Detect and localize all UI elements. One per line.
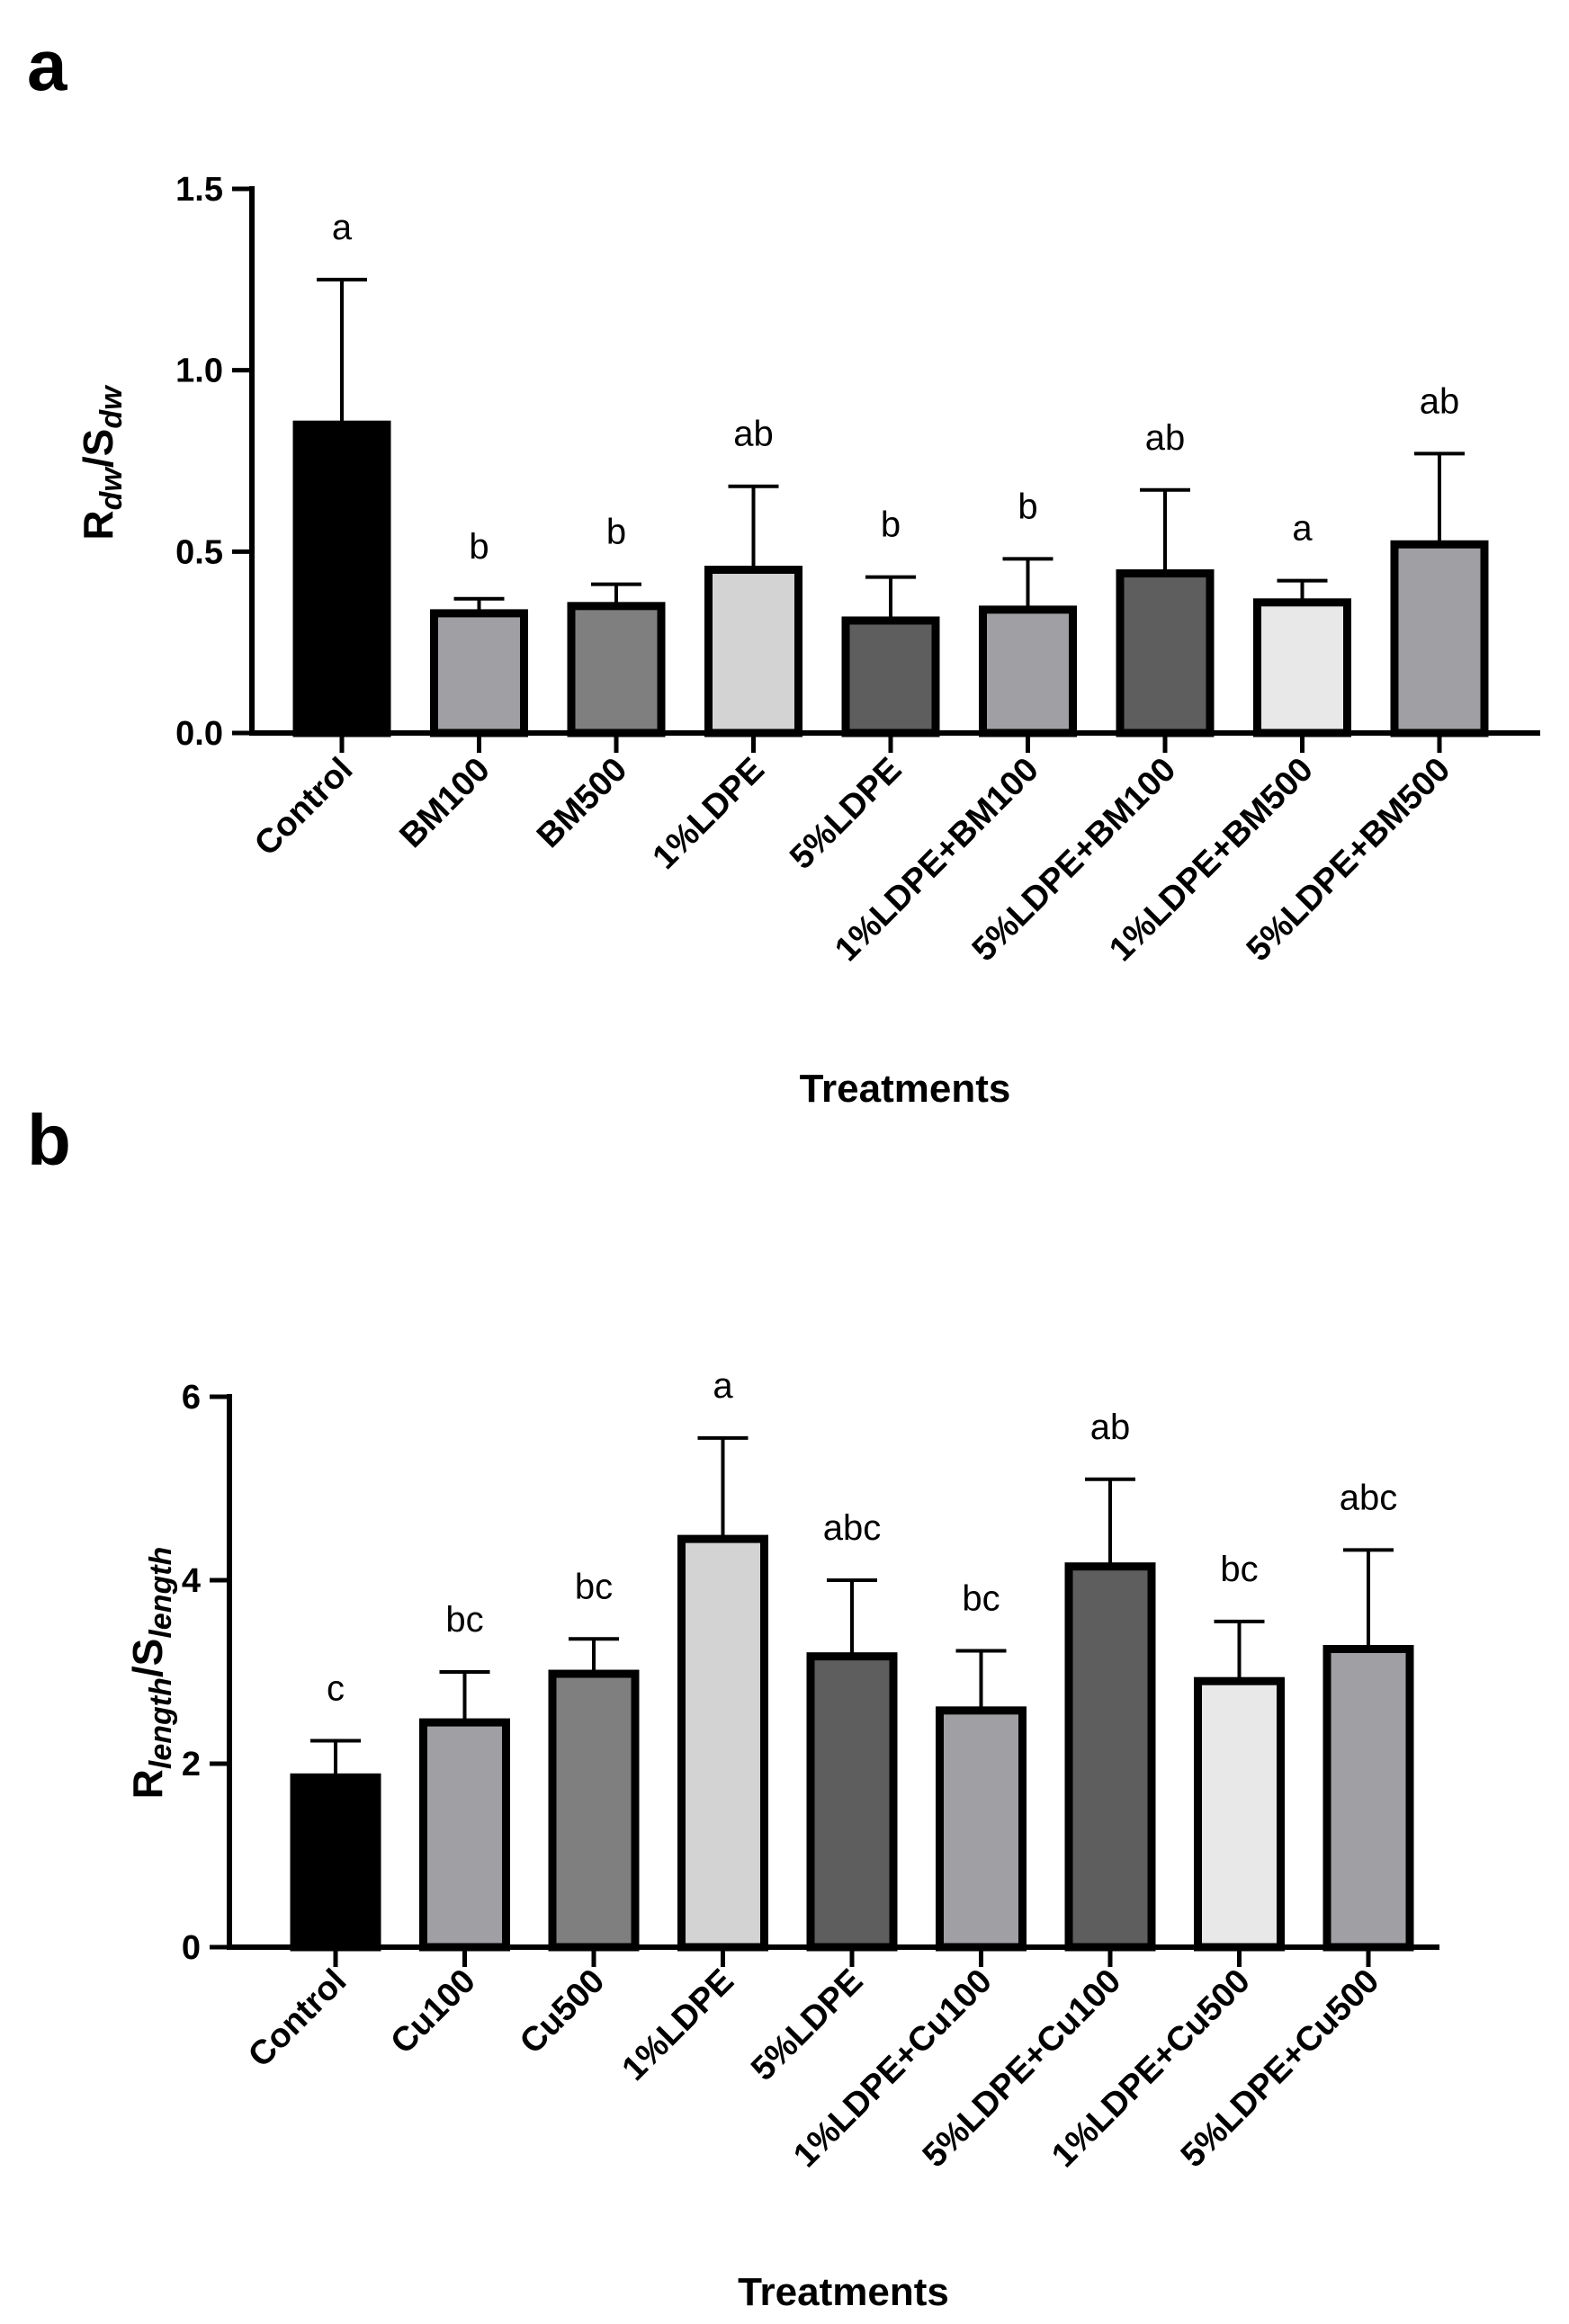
- significance-label: a: [713, 1366, 733, 1406]
- bar: [1064, 1562, 1156, 1952]
- bar: [567, 602, 666, 737]
- bar: [936, 1706, 1027, 1952]
- y-tick-label: 0.5: [175, 533, 223, 571]
- significance-label: ab: [1090, 1408, 1131, 1447]
- bar: [292, 420, 391, 737]
- bar: [979, 605, 1077, 737]
- y-tick-label: 1.5: [175, 171, 223, 209]
- significance-label: b: [1018, 487, 1037, 526]
- significance-label: abc: [1340, 1478, 1398, 1517]
- bar: [1253, 598, 1351, 737]
- significance-label: a: [332, 208, 353, 247]
- bar: [548, 1669, 640, 1952]
- y-axis-title: Rdw/Sdw: [75, 384, 129, 541]
- x-axis-title: Treatments: [800, 1067, 1011, 1111]
- x-axis-title: Treatments: [738, 2270, 949, 2314]
- bar: [704, 566, 802, 737]
- category-label: Control: [247, 751, 360, 863]
- bar: [677, 1534, 768, 1952]
- category-label: 5%LDPE: [744, 1962, 870, 2088]
- chart-panel-a: aControlbBM100bBM500ab1%LDPEb5%LDPEb1%LD…: [75, 171, 1540, 1111]
- bar: [806, 1652, 898, 1952]
- significance-label: bc: [962, 1579, 1000, 1619]
- significance-label: b: [606, 513, 626, 552]
- category-label: BM100: [393, 751, 498, 855]
- y-axis-title: Rlength/Slength: [124, 1547, 178, 1800]
- y-tick-label: 0: [182, 1929, 201, 1967]
- category-label: 5%LDPE: [783, 751, 909, 877]
- significance-label: abc: [823, 1508, 882, 1548]
- chart-panel-b: c Control bc Cu100 bc Cu500 a 1%LDPE abc 5%LDPE bc…: [124, 1366, 1439, 2314]
- y-tick-label: 0.0: [175, 715, 223, 753]
- panel-a-letter: a: [27, 25, 67, 105]
- significance-label: bc: [445, 1600, 483, 1640]
- category-label: BM500: [530, 751, 634, 855]
- significance-label: ab: [733, 415, 774, 454]
- bar: [1116, 569, 1215, 737]
- bar: [1194, 1676, 1285, 1952]
- significance-label: bc: [575, 1567, 613, 1606]
- y-tick-label: 4: [182, 1562, 201, 1600]
- bar: [430, 609, 528, 737]
- significance-label: ab: [1420, 381, 1460, 421]
- category-label: Cu100: [384, 1962, 483, 2061]
- bar: [290, 1773, 381, 1952]
- y-tick-label: 1.0: [175, 353, 223, 390]
- y-tick-label: 6: [182, 1379, 201, 1417]
- panel-b-letter: b: [27, 1100, 71, 1180]
- category-label: 1%LDPE: [646, 751, 772, 877]
- y-tick-label: 2: [182, 1746, 201, 1783]
- significance-label: bc: [1220, 1550, 1258, 1589]
- category-label: Control: [241, 1962, 354, 2075]
- category-label: 1%LDPE: [615, 1962, 741, 2088]
- significance-label: ab: [1145, 418, 1186, 458]
- bar: [1390, 540, 1489, 737]
- significance-label: b: [881, 505, 901, 545]
- bar: [419, 1718, 510, 1952]
- bar: [841, 616, 940, 737]
- category-label: Cu500: [513, 1962, 612, 2061]
- significance-label: a: [1292, 509, 1313, 549]
- significance-label: b: [469, 527, 489, 567]
- significance-label: c: [327, 1669, 345, 1709]
- bar: [1322, 1645, 1414, 1952]
